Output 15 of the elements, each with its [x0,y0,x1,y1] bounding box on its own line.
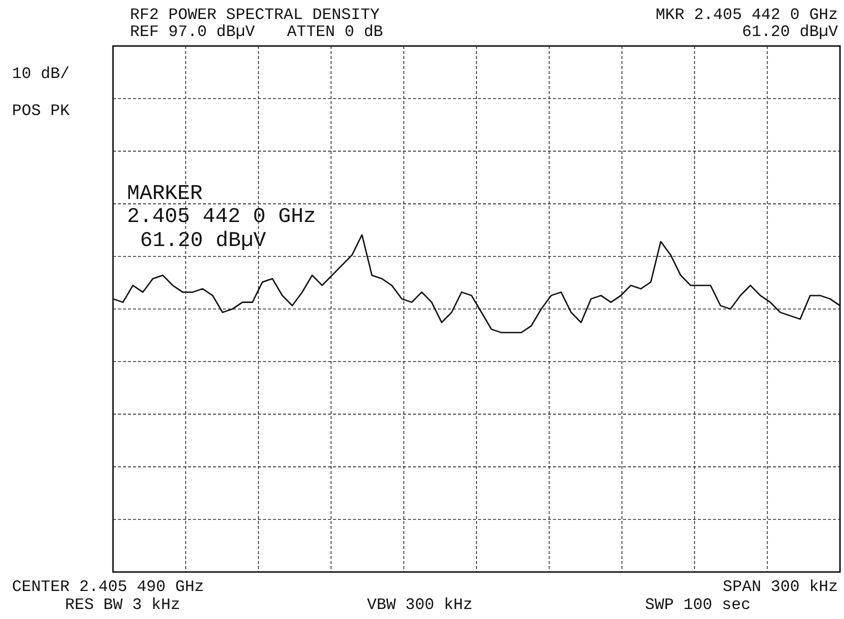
text: 61.20 dBµV [742,23,838,41]
text: POS PK [12,102,70,120]
chart-title: RF2 POWER SPECTRAL DENSITY [130,6,380,24]
text: MARKER [127,183,204,206]
text: MKR 2.405 442 0 GHz [656,6,838,24]
text: CENTER 2.405 490 GHz [12,578,204,596]
text: REF 97.0 dBµV [130,23,256,41]
text: VBW 300 kHz [367,596,473,614]
text: 10 dB/ [12,65,70,83]
text: SPAN 300 kHz [722,578,838,596]
text: ATTEN 0 dB [287,23,384,41]
text: RES BW 3 kHz [65,596,180,614]
text: SWP 100 sec [645,596,751,614]
annotation: 61.20 dBµV [140,230,266,253]
text: 2.405 442 0 GHz [127,206,316,229]
